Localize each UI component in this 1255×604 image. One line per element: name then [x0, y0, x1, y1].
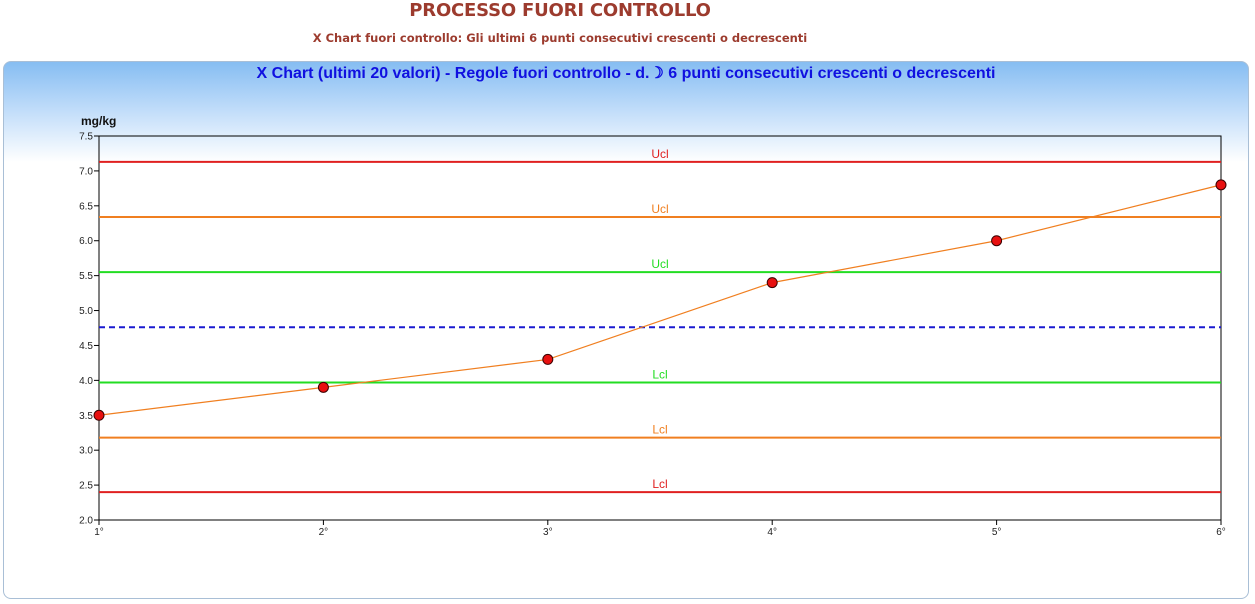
y-tick-label: 3.0 — [79, 446, 93, 457]
y-tick-label: 7.5 — [79, 132, 93, 143]
x-tick-label: 2° — [319, 527, 329, 538]
chart-title: X Chart (ultimi 20 valori) - Regole fuor… — [256, 65, 996, 82]
control-limit-label: Lcl — [652, 423, 667, 437]
x-tick-label: 4° — [767, 527, 777, 538]
y-tick-label: 5.0 — [79, 306, 93, 317]
chart-panel: X Chart (ultimi 20 valori) - Regole fuor… — [3, 61, 1249, 599]
y-tick-label: 5.5 — [79, 271, 93, 282]
y-tick-label: 2.0 — [79, 516, 93, 527]
y-tick-label: 3.5 — [79, 411, 93, 422]
control-limit-label: Ucl — [651, 147, 668, 161]
y-tick-label: 7.0 — [79, 166, 93, 177]
data-point — [542, 353, 554, 365]
data-point — [317, 381, 329, 393]
page-title: PROCESSO FUORI CONTROLLO — [409, 0, 711, 21]
data-point — [766, 277, 778, 289]
control-limit-label: Ucl — [651, 257, 668, 271]
y-tick-label: 2.5 — [79, 481, 93, 492]
control-limit-label: Ucl — [651, 202, 668, 216]
page-subtitle: X Chart fuori controllo: Gli ultimi 6 pu… — [312, 31, 808, 45]
y-tick-label: 4.5 — [79, 341, 93, 352]
y-tick-label: 6.0 — [79, 236, 93, 247]
x-tick-label: 6° — [1216, 527, 1226, 538]
x-chart: mg/kg 2.0 2.5 3.0 3.5 4.0 4.5 5.0 5.5 6.0 6.5 7.0 7… — [79, 114, 1227, 538]
data-point — [93, 409, 105, 421]
y-tick-label: 6.5 — [79, 201, 93, 212]
series-line — [98, 184, 1222, 416]
x-tick-label: 5° — [992, 527, 1002, 538]
x-tick-label: 3° — [543, 527, 553, 538]
control-limit-label: Lcl — [652, 477, 667, 491]
control-limit-label: Lcl — [652, 367, 667, 381]
y-tick-label: 4.0 — [79, 376, 93, 387]
data-point — [991, 235, 1003, 247]
y-axis-label: mg/kg — [81, 114, 116, 128]
data-point — [1215, 179, 1227, 191]
x-tick-label: 1° — [94, 527, 104, 538]
